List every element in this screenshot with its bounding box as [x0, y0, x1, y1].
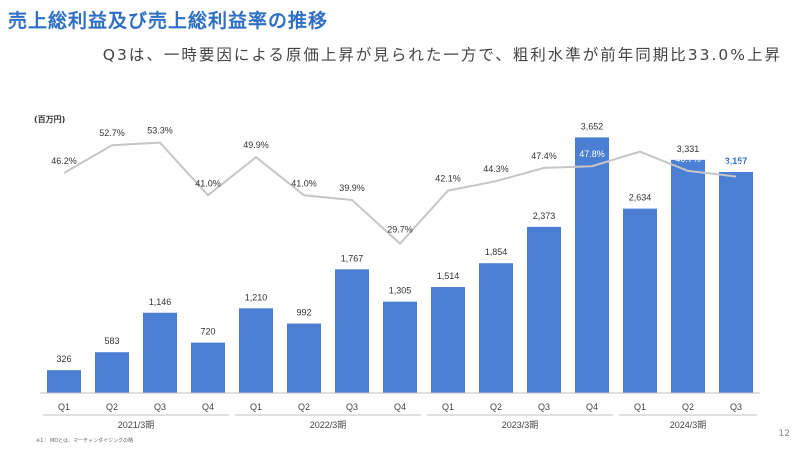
margin-rate-label: 42.1%	[435, 174, 461, 184]
category-label: Q3	[730, 402, 742, 412]
category-label: Q2	[682, 402, 694, 412]
category-label: Q1	[250, 402, 262, 412]
slide-title: 売上総利益及び売上総利益率の推移	[8, 10, 329, 32]
slide-subtitle: Q3は、一時要因による原価上昇が見られた一方で、粗利水準が前年同期比33.0%上…	[102, 46, 782, 64]
bar	[191, 342, 225, 393]
bar	[383, 301, 417, 393]
page-number: 12	[778, 429, 790, 439]
fiscal-year-label: 2023/3期	[502, 420, 539, 430]
category-label: Q1	[634, 402, 646, 412]
margin-rate-label: 52.7%	[99, 128, 125, 138]
category-label: Q4	[394, 402, 406, 412]
bar	[479, 263, 513, 393]
margin-rate-label: 49.9%	[243, 140, 269, 150]
margin-rate-line	[63, 141, 737, 246]
bar	[335, 269, 369, 393]
bar	[671, 159, 705, 393]
category-label: Q1	[58, 402, 70, 412]
bar-value-label: 2,373	[533, 211, 556, 221]
margin-rate-label: 44.3%	[483, 164, 509, 174]
bar	[623, 208, 657, 393]
category-label: Q1	[442, 402, 454, 412]
bar-value-label: 3,331	[677, 144, 700, 154]
bar	[143, 312, 177, 393]
fiscal-year-label: 2021/3期	[118, 420, 155, 430]
bar-value-label: 1,210	[245, 292, 268, 302]
margin-rate-label: 41.0%	[195, 178, 221, 188]
category-label: Q3	[538, 402, 550, 412]
bar-value-label: 1,305	[389, 286, 412, 296]
bar	[47, 370, 81, 393]
margin-rate-label: 29.7%	[387, 225, 413, 235]
bar	[431, 287, 465, 393]
margin-rate-label: 51.2%	[627, 135, 653, 145]
bar-value-label: 1,767	[341, 253, 364, 263]
bar-value-label: 1,146	[149, 297, 172, 307]
category-label: Q4	[586, 402, 598, 412]
margin-rate-label: 39.9%	[339, 183, 365, 193]
bar-value-label: 3,652	[581, 121, 604, 131]
margin-rate-label: 47.8%	[579, 149, 605, 159]
category-label: Q4	[202, 402, 214, 412]
bar	[575, 137, 609, 393]
margin-rate-label: 53.3%	[147, 126, 173, 136]
bar-value-label: 1,514	[437, 271, 460, 281]
fiscal-year-label: 2022/3期	[310, 420, 347, 430]
margin-rate-label: 41.0%	[291, 178, 317, 188]
margin-rate-label: 47.4%	[531, 151, 557, 161]
category-label: Q2	[490, 402, 502, 412]
bar-value-label: 326	[56, 354, 71, 364]
bar-value-label: 992	[296, 308, 311, 318]
fiscal-year-label: 2024/3期	[670, 420, 707, 430]
category-label: Q3	[346, 402, 358, 412]
footnote: ※1｜ MDとは、マーチャンダイジングの略	[36, 438, 134, 444]
category-label: Q2	[298, 402, 310, 412]
bar	[239, 308, 273, 393]
bar-value-label: 720	[200, 327, 215, 337]
bar	[527, 226, 561, 393]
margin-rate-label: 46.2%	[51, 156, 77, 166]
bar-value-label: 3,157	[725, 156, 748, 166]
bar	[719, 172, 753, 393]
margin-rate-label: 46.7%	[675, 154, 701, 164]
category-label: Q2	[106, 402, 118, 412]
bar	[287, 323, 321, 393]
bar	[95, 352, 129, 393]
unit-label: (百万円)	[34, 115, 66, 124]
bar-value-label: 1,854	[485, 247, 508, 257]
bar-value-label: 583	[104, 336, 119, 346]
bar-value-label: 2,634	[629, 193, 652, 203]
margin-rate-label: 45.4%	[723, 159, 749, 169]
category-label: Q3	[154, 402, 166, 412]
